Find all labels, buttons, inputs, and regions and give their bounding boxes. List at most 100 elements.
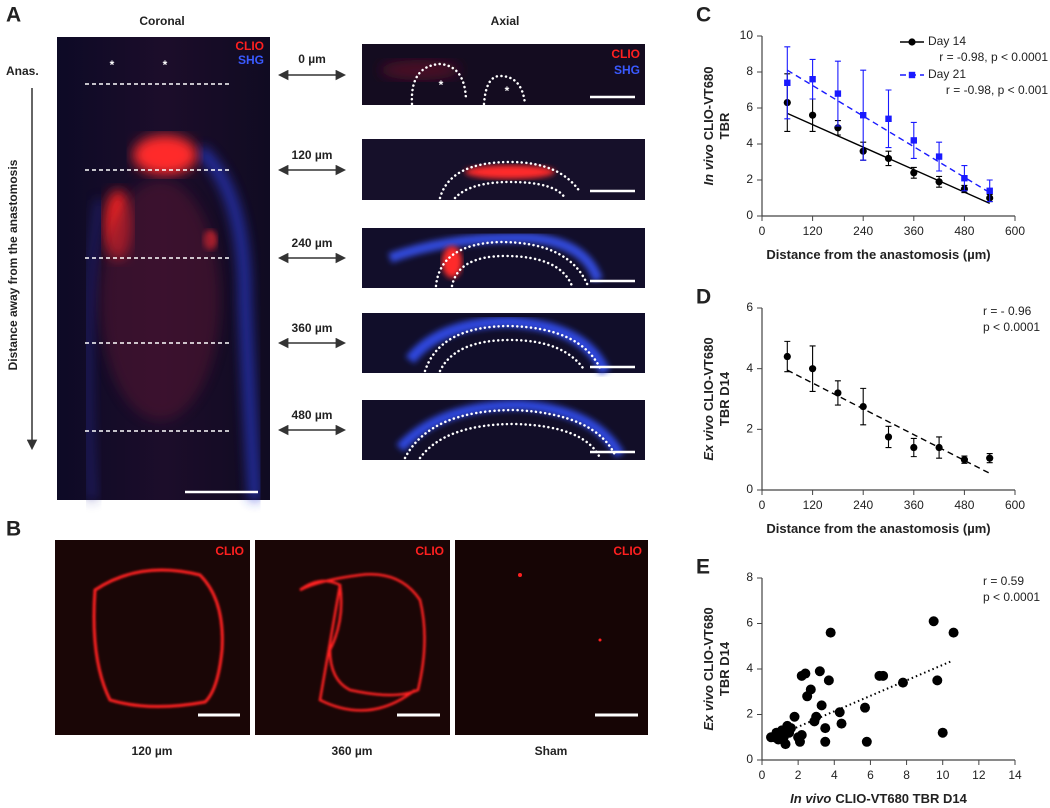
image-background xyxy=(255,540,450,735)
x-tick-label: 600 xyxy=(1005,498,1025,512)
wall-outline xyxy=(403,408,617,460)
speck xyxy=(518,573,522,577)
y-tick-label: 4 xyxy=(746,136,753,150)
x-tick-label: 2 xyxy=(795,768,802,782)
x-tick-label: 120 xyxy=(803,224,823,238)
y-tick-label: 8 xyxy=(746,64,753,78)
asterisk: * xyxy=(439,78,444,92)
shg-signal xyxy=(405,316,611,375)
data-point xyxy=(935,178,943,186)
depth-label: 360 µm xyxy=(292,321,333,335)
y-axis-label: TBR D14 xyxy=(717,641,732,696)
shg-signal xyxy=(83,199,104,501)
fit-line xyxy=(770,660,953,740)
wall-outline xyxy=(410,62,468,106)
y-tick-label: 0 xyxy=(746,482,753,496)
clio-signal xyxy=(100,180,220,420)
coronal-image: * * CLIO SHG xyxy=(57,37,270,501)
clio-label: CLIO xyxy=(415,544,444,558)
data-point xyxy=(820,723,831,734)
annotation: p < 0.0001 xyxy=(983,320,1040,334)
x-tick-label: 10 xyxy=(936,768,950,782)
y-tick-label: 6 xyxy=(746,300,753,314)
y-axis-label: In vivo CLIO-VT680 xyxy=(701,67,716,186)
y-axis-label-text: TBR xyxy=(717,112,732,139)
x-axis-label-text: Distance from the anastomosis (µm) xyxy=(766,521,990,536)
data-point xyxy=(928,616,939,627)
data-point xyxy=(860,112,867,119)
legend-label: Day 14 xyxy=(928,34,966,48)
depth-label: 240 µm xyxy=(292,236,333,250)
y-tick-label: 10 xyxy=(740,28,754,42)
depth-label: 120 µm xyxy=(292,148,333,162)
annotation: r = - 0.96 xyxy=(983,304,1032,318)
legend-marker xyxy=(908,71,916,79)
data-point xyxy=(878,670,889,681)
shg-label: SHG xyxy=(238,53,264,67)
legend-marker xyxy=(908,38,916,46)
annotation: r = 0.59 xyxy=(983,574,1024,588)
y-tick-label: 4 xyxy=(746,661,753,675)
y-tick-label: 2 xyxy=(746,707,753,721)
x-tick-label: 480 xyxy=(954,498,974,512)
distance-label: Distance away from the anastomosis xyxy=(6,159,20,370)
data-point xyxy=(809,111,817,119)
data-point xyxy=(796,729,807,740)
x-tick-label: 4 xyxy=(831,768,838,782)
panel-letter: C xyxy=(696,4,711,27)
wall-outline xyxy=(482,74,527,106)
data-point xyxy=(897,677,908,688)
shg-label: SHG xyxy=(614,63,640,77)
legend-label: Day 21 xyxy=(928,67,966,81)
data-point xyxy=(935,153,943,160)
clio-ring xyxy=(92,568,224,708)
y-tick-label: 2 xyxy=(746,422,753,436)
data-point xyxy=(986,454,994,462)
shg-signal xyxy=(388,232,603,282)
y-axis-label: TBR xyxy=(717,112,732,139)
x-axis-label-text: Distance from the anastomosis (µm) xyxy=(766,247,990,262)
x-tick-label: 600 xyxy=(1005,224,1025,238)
x-tick-label: 360 xyxy=(904,224,924,238)
clio-label: CLIO xyxy=(215,544,244,558)
clio-label: CLIO xyxy=(613,544,642,558)
annotation: p < 0.0001 xyxy=(983,590,1040,604)
anas-label: Anas. xyxy=(6,64,39,78)
data-point xyxy=(885,115,892,122)
x-tick-label: 240 xyxy=(853,498,873,512)
x-tick-label: 8 xyxy=(903,768,910,782)
data-point xyxy=(860,702,871,713)
coronal-title: Coronal xyxy=(139,14,184,28)
speck xyxy=(598,638,602,642)
x-tick-label: 0 xyxy=(759,498,766,512)
x-tick-label: 0 xyxy=(759,224,766,238)
image-background xyxy=(55,540,250,735)
x-tick-label: 480 xyxy=(954,224,974,238)
depth-label: 480 µm xyxy=(292,408,333,422)
clio-signal xyxy=(133,135,197,175)
data-point xyxy=(932,675,943,686)
wall-outline xyxy=(453,180,567,200)
clio-label: CLIO xyxy=(611,47,640,61)
histology-image: CLIO 360 µm xyxy=(255,540,450,758)
histology-image: CLIO Sham xyxy=(455,540,648,758)
data-point xyxy=(816,700,827,711)
y-tick-label: 8 xyxy=(746,570,753,584)
panel-letter: E xyxy=(696,556,710,579)
data-point xyxy=(884,154,893,162)
data-point xyxy=(784,79,791,86)
data-point xyxy=(960,456,969,464)
axial-row: 480 µm xyxy=(277,399,645,460)
clio-signal xyxy=(380,60,460,80)
asterisk: * xyxy=(505,84,510,98)
x-tick-label: 0 xyxy=(759,768,766,782)
data-point xyxy=(783,352,791,361)
y-axis-label: Ex vivo CLIO-VT680 xyxy=(701,607,716,730)
y-axis-label-text: CLIO-VT680 xyxy=(701,607,716,681)
data-point xyxy=(948,627,959,638)
series-stats: r = -0.98, p < 0.001 xyxy=(946,83,1048,97)
data-point xyxy=(861,736,872,747)
clio-signal xyxy=(465,165,555,179)
y-axis-label-text: CLIO-VT680 xyxy=(701,337,716,411)
